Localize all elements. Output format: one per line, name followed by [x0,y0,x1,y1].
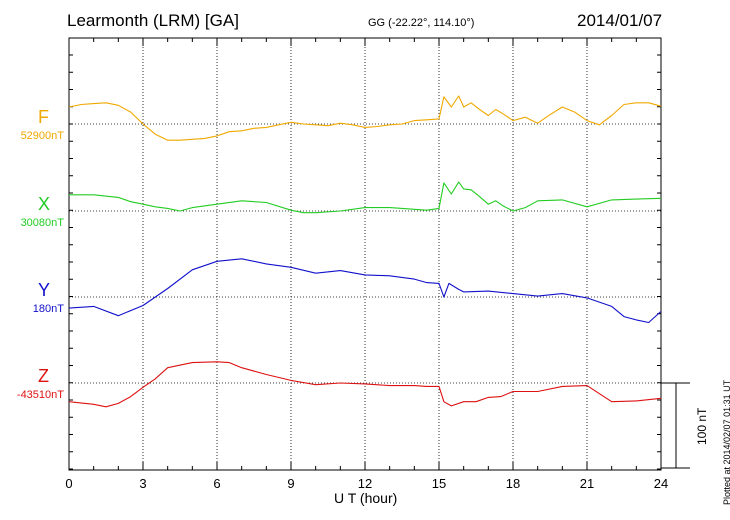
plot-grid [69,38,661,470]
plot-date: 2014/01/07 [577,11,663,30]
station-title: Learmonth (LRM) [GA] [67,11,239,30]
channel-baseline-z: -43510nT [16,389,64,401]
x-tick-label-0: 0 [65,476,72,491]
scale-bar-label: 100 nT [695,407,709,445]
x-tick-label-18: 18 [506,476,520,491]
plotted-timestamp: Plotted at 2014/02/07 01:31 UT [722,379,730,505]
x-tick-label-15: 15 [432,476,446,491]
channel-baseline-x: 30080nT [20,217,64,229]
x-tick-label-6: 6 [213,476,220,491]
x-tick-label-9: 9 [287,476,294,491]
x-tick-label-21: 21 [580,476,594,491]
channel-name-f: F [38,107,49,127]
series-line-x [69,181,662,214]
x-tick-label-3: 3 [139,476,146,491]
series-line-z [68,361,662,408]
x-axis-label: U T (hour) [334,490,398,506]
scale-bar [661,382,690,469]
series-line-f [68,95,662,141]
channel-baseline-y: 180nT [32,303,64,315]
x-tick-label-12: 12 [358,476,372,491]
x-tick-label-24: 24 [654,476,668,491]
channel-name-y: Y [38,280,51,300]
axis-ticks: 0 3 6 9 12 15 18 21 24 [65,38,668,491]
channel-baseline-f: 52900nT [20,130,64,142]
channel-name-z: Z [38,366,49,386]
station-coordinates: GG (-22.22°, 114.10°) [368,17,475,29]
series-line-y [68,258,662,324]
series-lines [68,95,662,408]
channel-name-x: X [38,194,51,214]
